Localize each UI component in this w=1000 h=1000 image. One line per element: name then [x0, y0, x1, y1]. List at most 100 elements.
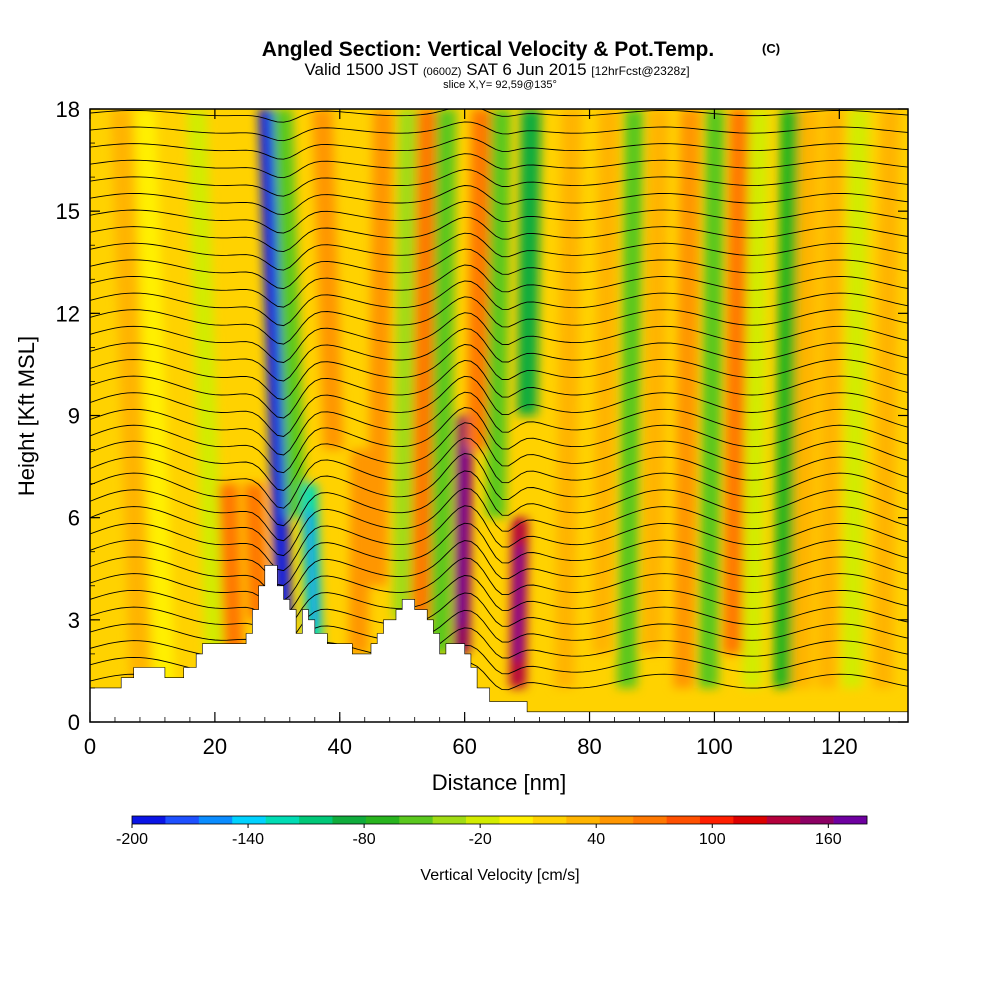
colorbar-swatch: [733, 816, 768, 824]
theta-contour: [90, 200, 908, 234]
y-tick-label: 15: [56, 199, 80, 224]
theta-contour: [90, 487, 908, 557]
theta-contour: [90, 169, 908, 197]
colorbar-swatch: [365, 816, 400, 824]
theta-contour: [90, 592, 908, 646]
colorbar-swatch: [198, 816, 233, 824]
x-tick-label: 40: [328, 734, 352, 759]
velocity-streak: [816, 109, 844, 688]
colorbar-swatch: [132, 816, 166, 824]
velocity-streak: [110, 109, 150, 688]
theta-contour: [90, 153, 908, 179]
velocity-streak: [272, 109, 307, 518]
theta-contour: [90, 248, 908, 290]
velocity-streak: [592, 109, 619, 654]
theta-contour: [90, 437, 908, 509]
theta-contour: [90, 359, 908, 419]
colorbar-swatch: [165, 816, 200, 824]
x-tick-label: 60: [452, 734, 476, 759]
theta-contour: [90, 312, 908, 363]
subtitle-zulu: (0600Z): [423, 66, 462, 78]
y-tick-label: 18: [56, 97, 80, 122]
theta-contour: [90, 328, 908, 382]
colorbar-swatch: [633, 816, 667, 824]
chart-subtitle: Valid 1500 JST (0600Z) SAT 6 Jun 2015 [1…: [304, 60, 689, 79]
colorbar-tick-label: -140: [232, 831, 264, 848]
colorbar-swatch: [332, 816, 367, 824]
colorbar-tick-label: 40: [587, 831, 605, 848]
plot-area: [90, 90, 908, 722]
x-tick-label: 100: [696, 734, 733, 759]
theta-contour: [90, 280, 908, 327]
y-tick-label: 6: [68, 506, 80, 531]
x-axis-label: Distance [nm]: [432, 770, 567, 795]
theta-contour: [90, 575, 908, 631]
velocity-streak: [485, 109, 511, 518]
velocity-streak: [186, 109, 225, 654]
colorbar-swatch: [499, 816, 534, 824]
y-tick-label: 3: [68, 608, 80, 633]
subtitle-date: SAT 6 Jun 2015: [466, 60, 586, 79]
theta-contour: [90, 453, 908, 527]
x-tick-label: 20: [203, 734, 227, 759]
velocity-streak: [429, 109, 457, 654]
theta-contour: [90, 557, 908, 616]
subtitle-valid: Valid 1500 JST: [304, 60, 418, 79]
colorbar: -200 -140 -80 -20 40 100 160: [116, 815, 868, 848]
theta-contour: [90, 296, 908, 345]
theta-contour: [90, 470, 908, 542]
colorbar-swatch: [466, 816, 500, 824]
velocity-streak: [723, 109, 750, 654]
y-tick-label: 12: [56, 301, 80, 326]
axes: 0 20 40 60 80 100 120 0 3 6 9 12 15 18: [56, 97, 908, 759]
velocity-streak: [791, 109, 820, 688]
theta-contour: [90, 540, 908, 601]
colorbar-swatch: [265, 816, 300, 824]
velocity-field: [110, 109, 901, 688]
colorbar-swatch: [833, 816, 868, 824]
theta-contour: [90, 505, 908, 572]
subtitle-forecast: [12hrFcst@2328z]: [591, 64, 689, 78]
velocity-streak: [641, 109, 669, 654]
title-units: (C): [762, 41, 780, 56]
x-tick-label: 120: [821, 734, 858, 759]
colorbar-tick-label: 100: [699, 831, 726, 848]
velocity-streak: [773, 109, 801, 688]
colorbar-swatch: [399, 816, 433, 824]
velocity-streak: [698, 109, 726, 688]
colorbar-swatch: [666, 816, 701, 824]
theta-contours: [90, 90, 908, 706]
colorbar-swatch: [599, 816, 634, 824]
colorbar-swatch: [232, 816, 266, 824]
velocity-streak: [873, 109, 901, 688]
y-tick-label: 0: [68, 710, 80, 735]
theta-contour: [90, 121, 908, 142]
colorbar-swatch: [566, 816, 601, 824]
theta-contour: [90, 185, 908, 216]
theta-contour: [90, 609, 908, 661]
velocity-streak: [741, 109, 770, 688]
colorbar-swatch: [766, 816, 801, 824]
velocity-streak: [135, 109, 175, 688]
theta-contour: [90, 391, 908, 456]
velocity-streak: [218, 483, 244, 654]
y-tick-label: 9: [68, 404, 80, 429]
colorbar-tick-label: 160: [815, 831, 842, 848]
theta-contour: [90, 407, 908, 474]
colorbar-swatch: [299, 816, 333, 824]
theta-contour: [90, 216, 908, 253]
colorbar-frame: [131, 815, 868, 825]
velocity-streak: [673, 109, 701, 688]
x-tick-label: 0: [84, 734, 96, 759]
theta-contour: [90, 90, 908, 105]
theta-contour: [90, 137, 908, 160]
theta-contour: [90, 422, 908, 491]
velocity-core: [305, 510, 319, 627]
theta-contour: [90, 522, 908, 586]
colorbar-swatch: [800, 816, 834, 824]
velocity-streak: [367, 109, 394, 586]
colorbar-tick-label: -200: [116, 831, 148, 848]
theta-contour: [90, 109, 908, 123]
theta-contour: [90, 232, 908, 271]
